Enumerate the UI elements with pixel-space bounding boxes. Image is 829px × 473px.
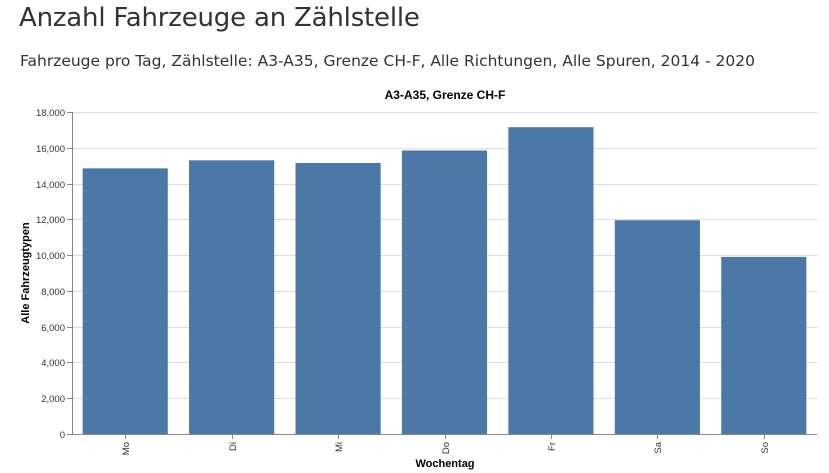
bars xyxy=(82,127,807,435)
y-tick-label: 6,000 xyxy=(41,323,65,334)
bar-sa[interactable] xyxy=(614,220,700,434)
x-tick-label: Do xyxy=(441,442,452,454)
y-tick-label: 14,000 xyxy=(36,180,65,191)
x-tick-label: Mo xyxy=(121,442,132,455)
y-tick-label: 2,000 xyxy=(41,394,65,405)
y-tick-label: 12,000 xyxy=(36,215,65,226)
chart-title: A3-A35, Grenze CH-F xyxy=(385,88,506,102)
page-title: Anzahl Fahrzeuge an Zählstelle xyxy=(19,3,420,33)
y-axis-title: Alle Fahrzeugtypen xyxy=(20,222,32,324)
x-tick-label: Mi xyxy=(334,442,345,452)
y-tick-label: 4,000 xyxy=(41,358,65,369)
x-axis-title: Wochentag xyxy=(415,458,474,470)
y-tick-label: 18,000 xyxy=(36,108,65,119)
bar-so[interactable] xyxy=(721,256,807,434)
x-tick-label: Fr xyxy=(547,442,558,451)
x-tick-label: So xyxy=(760,442,771,454)
bar-fr[interactable] xyxy=(508,127,594,434)
bar-di[interactable] xyxy=(189,160,275,435)
axes: 0 2,000 4,000 6,000 8,000 10,000 12,000 14,000 1… xyxy=(36,108,817,455)
y-tick-label: 10,000 xyxy=(36,251,65,262)
bar-do[interactable] xyxy=(401,150,488,434)
page-subtitle: Fahrzeuge pro Tag, Zählstelle: A3-A35, G… xyxy=(20,52,755,70)
bar-mi[interactable] xyxy=(295,162,381,434)
y-tick-label: 0 xyxy=(60,430,65,441)
y-tick-label: 8,000 xyxy=(41,287,65,298)
y-tick-label: 16,000 xyxy=(36,144,65,155)
x-tick-label: Di xyxy=(228,442,239,451)
x-tick-label: Sa xyxy=(653,441,664,453)
bar-mo[interactable] xyxy=(82,168,168,434)
